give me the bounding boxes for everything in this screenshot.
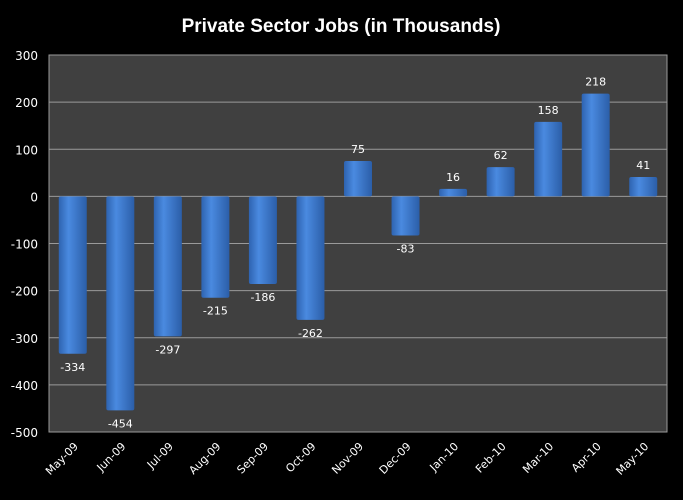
x-tick-label: Sep-09 xyxy=(234,440,271,477)
x-tick-label: Apr-10 xyxy=(569,440,604,475)
y-tick-label: 300 xyxy=(15,49,38,63)
data-label: -262 xyxy=(298,327,323,340)
y-tick-label: -300 xyxy=(11,332,38,346)
x-tick-label: Feb-10 xyxy=(473,440,509,476)
x-tick-label: May-09 xyxy=(43,440,81,478)
data-label: -83 xyxy=(397,242,415,255)
y-tick-label: -500 xyxy=(11,426,38,440)
data-label: -334 xyxy=(60,361,85,374)
bar xyxy=(296,196,325,320)
bar xyxy=(153,196,182,337)
data-label: 218 xyxy=(585,76,606,89)
y-tick-label: 200 xyxy=(15,96,38,110)
y-tick-label: 100 xyxy=(15,143,38,157)
x-tick-label: Mar-10 xyxy=(520,440,556,476)
bar xyxy=(486,167,515,197)
x-tick-label: Jun-09 xyxy=(94,440,129,475)
bar xyxy=(581,93,610,197)
x-tick-label: Dec-09 xyxy=(377,440,414,477)
x-tick-label: Nov-09 xyxy=(329,440,366,477)
bar xyxy=(58,196,87,354)
bar xyxy=(391,196,420,236)
data-label: -215 xyxy=(203,305,228,318)
bar xyxy=(439,188,468,197)
x-tick-label: Aug-09 xyxy=(186,440,223,477)
bar xyxy=(106,196,135,411)
data-label: 75 xyxy=(351,143,365,156)
bar xyxy=(201,196,230,298)
bar xyxy=(629,177,658,197)
bar xyxy=(534,121,563,197)
data-label: -454 xyxy=(108,417,133,430)
x-tick-label: Jul-09 xyxy=(144,440,176,472)
y-tick-label: 0 xyxy=(30,190,38,204)
x-tick-label: May-10 xyxy=(614,440,652,478)
data-label: -297 xyxy=(155,343,180,356)
data-label: 62 xyxy=(494,149,508,162)
data-label: 158 xyxy=(538,104,559,117)
chart-title: Private Sector Jobs (in Thousands) xyxy=(182,16,501,37)
bar xyxy=(248,196,277,285)
y-tick-label: -400 xyxy=(11,379,38,393)
data-label: -186 xyxy=(250,291,275,304)
y-tick-label: -100 xyxy=(11,238,38,252)
bar xyxy=(344,161,372,197)
data-label: 41 xyxy=(636,159,650,172)
x-tick-label: Oct-09 xyxy=(283,440,318,475)
y-tick-label: -200 xyxy=(11,285,38,299)
data-label: 16 xyxy=(446,171,460,184)
x-tick-label: Jan-10 xyxy=(427,440,462,475)
